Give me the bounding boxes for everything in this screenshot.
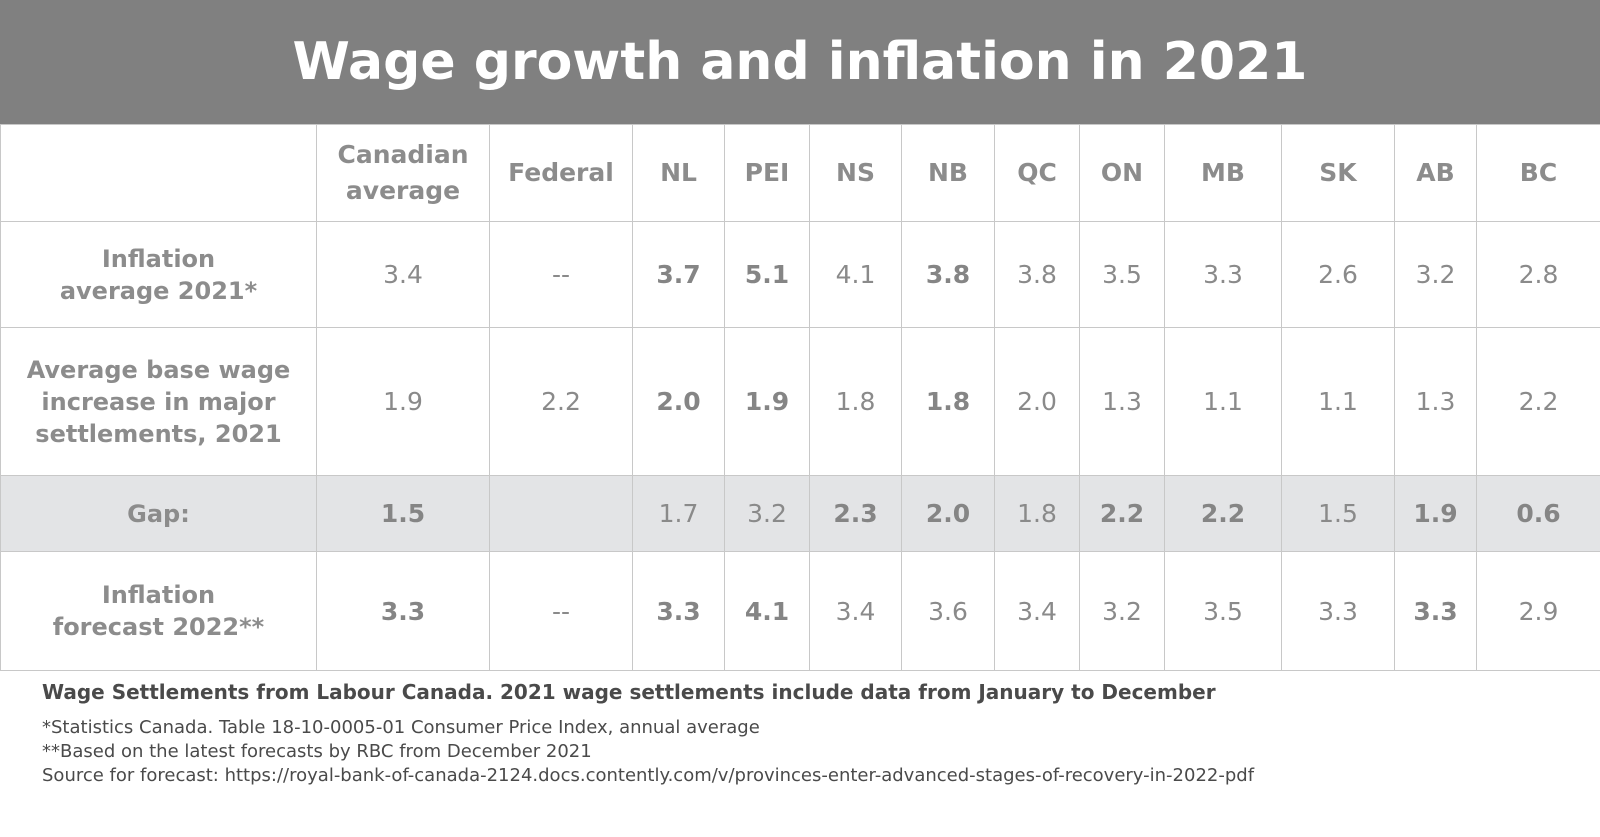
table-cell: 4.1 [724,551,810,671]
table-row: Average base wage increase in major settle… [0,327,1600,476]
row-label: Inflation forecast 2022** [0,551,317,671]
column-header-qc: QC [994,124,1080,222]
row-label: Gap: [0,475,317,552]
row-label: Average base wage increase in major settle… [0,327,317,476]
row-label-line: forecast 2022** [52,613,265,641]
row-label-line: average 2021* [59,276,258,305]
table-cell: 2.2 [1079,475,1165,552]
column-header-line: Canadian [337,140,469,169]
table-cell: 3.8 [994,221,1080,328]
table-cell: 3.3 [1394,551,1477,671]
row-label-line: Inflation [101,581,216,609]
table-cell: 2.3 [809,475,902,552]
table-cell: 1.9 [724,327,810,476]
table-row: Inflation forecast 2022** 3.3 -- 3.3 4.1 3.4 3.… [0,551,1600,671]
column-header-sk: SK [1281,124,1395,222]
table-cell: 3.3 [316,551,490,671]
footnote-2: **Based on the latest forecasts by RBC f… [42,741,592,762]
table-row: Gap: 1.5 1.7 3.2 2.3 2.0 1.8 2.2 2.2 1.5 1.9 0.6 [0,475,1600,552]
table-cell: 3.4 [316,221,490,328]
table-cell: 2.2 [1164,475,1282,552]
row-label-line: Average base wage [26,355,291,384]
column-header-federal: Federal [489,124,633,222]
table-cell: 1.7 [632,475,725,552]
title-banner: Wage growth and inflation in 2021 [0,0,1600,124]
row-label-line: increase in major [41,387,276,416]
table-cell: 1.3 [1394,327,1477,476]
table-cell: 3.2 [724,475,810,552]
table-cell: 1.1 [1164,327,1282,476]
table-cell: 1.5 [1281,475,1395,552]
table-cell: 2.2 [1476,327,1600,476]
data-table: Canadian average Federal NL PEI NS NB QC ON MB SK A… [0,124,1600,671]
footnote-3: Source for forecast: https://royal-bank-… [42,765,1255,786]
notes-lead: Wage Settlements from Labour Canada. 202… [42,680,1216,704]
table-cell: 3.7 [632,221,725,328]
table-cell: 2.9 [1476,551,1600,671]
column-header-pei: PEI [724,124,810,222]
column-header-ab: AB [1394,124,1477,222]
column-header-nl: NL [632,124,725,222]
table-cell: 2.6 [1281,221,1395,328]
column-header-nb: NB [901,124,995,222]
footnote-1: *Statistics Canada. Table 18-10-0005-01 … [42,717,760,738]
table-cell: 3.8 [901,221,995,328]
row-label-line: Inflation [101,244,216,273]
row-label-line: settlements, 2021 [35,419,282,448]
table-cell: 3.3 [632,551,725,671]
table-cell: 5.1 [724,221,810,328]
column-header-on: ON [1079,124,1165,222]
table-cell: 2.0 [901,475,995,552]
table-cell: 3.2 [1394,221,1477,328]
column-header-canadian-average: Canadian average [316,124,490,222]
table-cell: 1.8 [901,327,995,476]
column-header-mb: MB [1164,124,1282,222]
table-cell [489,475,633,552]
page-title: Wage growth and inflation in 2021 [292,32,1308,92]
table-cell: 3.4 [994,551,1080,671]
table-cell: -- [489,221,633,328]
table-cell: 1.9 [1394,475,1477,552]
table-cell: 4.1 [809,221,902,328]
table-cell: 3.4 [809,551,902,671]
table-cell: -- [489,551,633,671]
table-cell: 1.9 [316,327,490,476]
table-row: Inflation average 2021* 3.4 -- 3.7 5.1 4.1 3.8 3… [0,221,1600,328]
column-header-line: average [345,176,461,205]
table-cell: 1.5 [316,475,490,552]
table-cell: 1.1 [1281,327,1395,476]
column-header-ns: NS [809,124,902,222]
table-cell: 1.8 [994,475,1080,552]
table-cell: 3.3 [1164,221,1282,328]
row-label: Inflation average 2021* [0,221,317,328]
header-corner-cell [0,124,317,222]
table-cell: 3.5 [1164,551,1282,671]
table-cell: 0.6 [1476,475,1600,552]
table-cell: 3.2 [1079,551,1165,671]
table-cell: 1.8 [809,327,902,476]
notes: Wage Settlements from Labour Canada. 202… [42,680,1582,788]
table-cell: 3.5 [1079,221,1165,328]
table-cell: 2.8 [1476,221,1600,328]
table-cell: 2.0 [994,327,1080,476]
table-cell: 1.3 [1079,327,1165,476]
table-cell: 2.0 [632,327,725,476]
header-row: Canadian average Federal NL PEI NS NB QC ON MB SK A… [0,124,1600,222]
table-body: Canadian average Federal NL PEI NS NB QC ON MB SK A… [0,124,1600,671]
column-header-bc: BC [1476,124,1600,222]
table-cell: 3.3 [1281,551,1395,671]
table-cell: 3.6 [901,551,995,671]
table-cell: 2.2 [489,327,633,476]
